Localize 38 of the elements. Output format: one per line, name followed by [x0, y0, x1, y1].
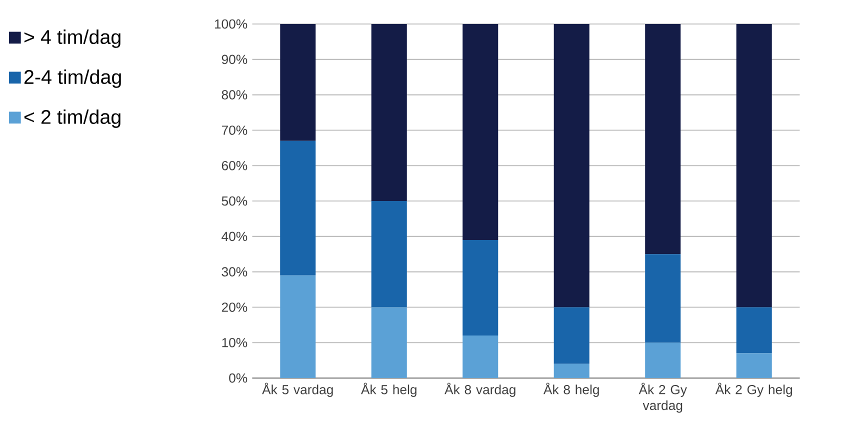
y-tick-label: 100%	[214, 19, 248, 29]
legend-label: < 2 tim/dag	[24, 109, 120, 128]
bar	[736, 307, 772, 354]
y-tick-label: 80%	[222, 90, 248, 100]
y-tick-label: 60%	[222, 160, 248, 170]
bar	[554, 307, 590, 364]
x-tick-label: Åk 2 Gy helg	[715, 382, 792, 397]
y-tick-label: 50%	[222, 196, 248, 206]
legend-label: 2-4 tim/dag	[24, 69, 121, 88]
x-tick-label: Åk 5 vardag	[262, 382, 333, 397]
bar	[645, 254, 681, 342]
bar	[736, 24, 772, 308]
bar	[280, 140, 316, 276]
bar	[554, 24, 590, 308]
bar	[371, 200, 407, 308]
y-tick-label: 10%	[222, 338, 248, 348]
y-tick-label: 90%	[222, 54, 248, 64]
y-tick-label: 0%	[229, 373, 248, 383]
legend-label: > 4 tim/dag	[24, 29, 120, 48]
y-tick-label: 40%	[222, 232, 248, 241]
y-tick-label: 30%	[222, 267, 248, 276]
x-tick-label: Åk 2 Gy vardag	[638, 382, 687, 413]
y-tick-label: 70%	[222, 125, 248, 135]
bar	[554, 364, 590, 378]
bar	[371, 307, 407, 378]
bar	[280, 24, 316, 141]
bar	[371, 24, 407, 201]
bar	[645, 24, 681, 254]
bar	[736, 353, 772, 378]
x-tick-label: Åk 8 helg	[543, 382, 599, 397]
y-tick-label: 20%	[222, 302, 248, 312]
bar	[462, 24, 498, 240]
bar	[462, 240, 498, 336]
bar	[280, 275, 316, 378]
bar	[645, 342, 681, 378]
x-tick-label: Åk 5 helg	[360, 382, 416, 397]
bar	[462, 335, 498, 378]
x-tick-label: Åk 8 vardag	[444, 382, 516, 397]
